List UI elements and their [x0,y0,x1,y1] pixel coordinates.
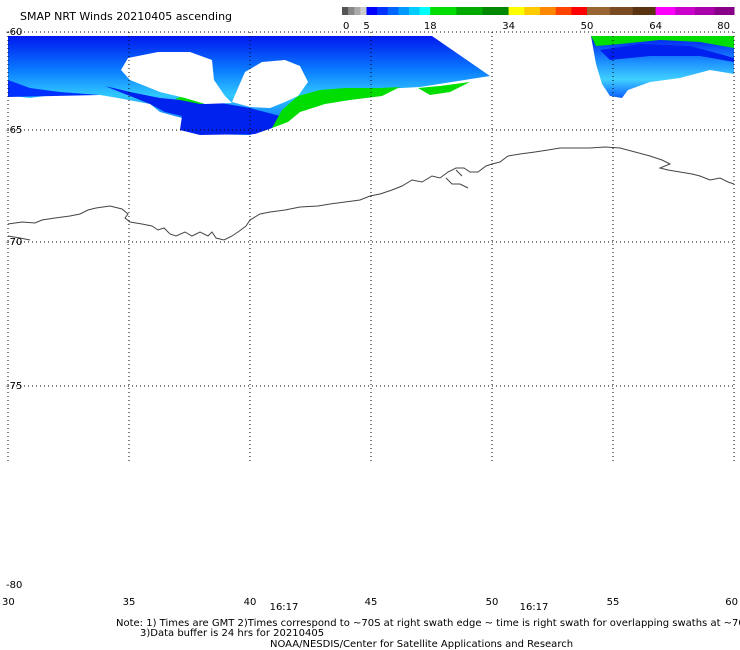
colorbar-tick-label: 5 [363,21,369,32]
colorbar-tick-label: 18 [424,21,437,32]
colorbar-swatch [360,7,367,15]
colorbar-swatch [354,7,361,15]
colorbar-swatch [655,7,676,15]
latitude-label: -80 [6,580,22,591]
colorbar-swatch [555,7,572,15]
longitude-label: 30 [2,597,15,608]
colorbar-swatch [675,7,696,15]
colorbar-tick-label: 64 [649,21,662,32]
wind-swath-east [591,36,734,98]
colorbar: 0 5 18 34 50 64 80 [342,7,735,32]
colorbar-swatch [387,7,399,15]
latitude-label: -60 [6,27,22,38]
colorbar-swatch [482,7,510,15]
colorbar-tick-label: 50 [581,21,594,32]
longitude-label: 60 [725,597,738,608]
colorbar-swatch [377,7,389,15]
colorbar-swatch [587,7,611,15]
map-title: SMAP NRT Winds 20210405 ascending [20,10,232,23]
colorbar-tick-label: 80 [717,21,730,32]
colorbar-swatch [524,7,541,15]
colorbar-swatch [419,7,431,15]
colorbar-swatch [694,7,715,15]
coastline [7,146,735,241]
longitude-label: 55 [607,597,620,608]
colorbar-swatch [456,7,483,15]
colorbar-swatch [571,7,588,15]
wind-swath-west [8,36,490,135]
colorbar-swatch [430,7,457,15]
longitude-label: 50 [486,597,499,608]
colorbar-tick-label: 0 [343,21,349,32]
longitude-label: 45 [365,597,378,608]
latitude-label: -70 [6,237,22,248]
longitude-label: 35 [123,597,136,608]
note-line-2: 3)Data buffer is 24 hrs for 20210405 [140,628,324,639]
colorbar-swatches [342,7,735,15]
colorbar-swatch [366,7,378,15]
note-line-1: Note: 1) Times are GMT 2)Times correspon… [116,618,740,629]
swath-time-label: 16:17 [520,602,549,613]
colorbar-swatch [632,7,657,15]
colorbar-swatch [342,7,349,15]
latitude-label: -75 [6,381,22,392]
note-line-3: NOAA/NESDIS/Center for Satellite Applica… [270,639,573,650]
latitude-labels: -60 -65 -70 -75 -80 [6,27,22,591]
colorbar-swatch [398,7,410,15]
colorbar-swatch [508,7,525,15]
colorbar-tick-label: 34 [502,21,515,32]
longitude-labels: 30 35 40 45 50 55 60 [2,597,738,608]
colorbar-swatch [609,7,634,15]
colorbar-ticks: 0 5 18 34 50 64 80 [343,21,730,32]
time-labels: 16:17 16:17 [270,602,549,613]
swath-time-label: 16:17 [270,602,299,613]
coastline-detail [7,169,469,241]
longitude-label: 40 [244,597,257,608]
colorbar-swatch [408,7,421,15]
colorbar-swatch [714,7,735,15]
lat-lon-grid [7,31,735,463]
colorbar-swatch [539,7,557,15]
latitude-label: -65 [6,125,22,136]
colorbar-swatch [348,7,355,15]
